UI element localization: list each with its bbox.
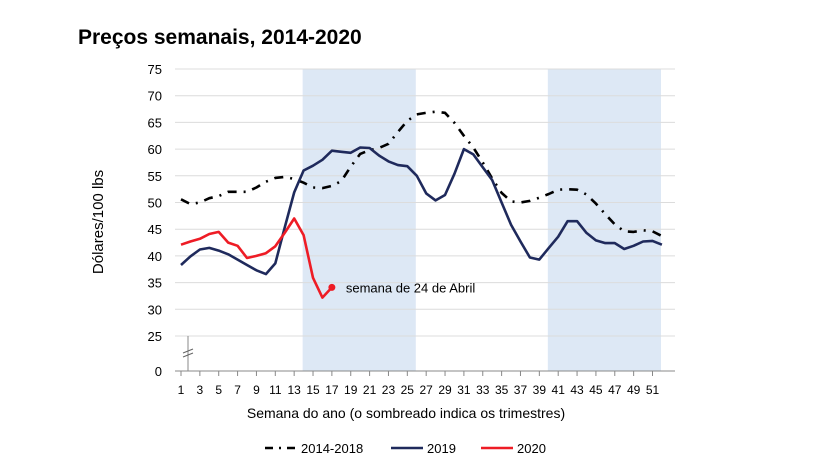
y-tick-label: 50	[148, 196, 162, 211]
y-axis-label: Dólares/100 lbs	[90, 170, 107, 274]
x-tick-label: 43	[570, 383, 584, 397]
legend-label: 2019	[427, 441, 456, 456]
x-tick-label: 29	[438, 383, 452, 397]
y-tick-label: 75	[148, 62, 162, 77]
x-tick-label: 39	[533, 383, 547, 397]
x-tick-label: 45	[589, 383, 603, 397]
y-tick-label: 40	[148, 249, 162, 264]
annotation-marker	[328, 283, 336, 291]
x-tick-label: 25	[401, 383, 415, 397]
series-line-2019	[180, 146, 663, 276]
x-tick-label: 5	[215, 383, 222, 397]
x-tick-label: 11	[269, 383, 282, 397]
gridlines	[175, 68, 675, 371]
y-tick-label: 30	[148, 302, 162, 317]
legend-label: 2020	[517, 441, 546, 456]
x-tick-label: 19	[344, 383, 358, 397]
quarter-shade	[547, 69, 661, 371]
x-tick-label: 9	[253, 383, 260, 397]
series-lines	[180, 110, 663, 299]
y-tick-label: 60	[148, 142, 162, 157]
x-tick-label: 21	[363, 383, 377, 397]
x-tick-label: 17	[325, 383, 339, 397]
x-tick-label: 13	[287, 383, 301, 397]
y-tick-label: 65	[148, 115, 162, 130]
x-axis-label: Semana do ano (o sombreado indica os tri…	[247, 405, 565, 421]
x-tick-label: 47	[608, 383, 622, 397]
axis-break-mark	[182, 352, 194, 358]
x-tick-label: 35	[495, 383, 509, 397]
legend: 2014-2018 2019 2020	[265, 441, 546, 456]
axis-break-mark	[182, 348, 194, 354]
x-tick-label: 37	[514, 383, 528, 397]
legend-label: 2014-2018	[301, 441, 363, 456]
y-tick-label: 70	[148, 89, 162, 104]
annotations: semana de 24 de Abril	[328, 280, 475, 295]
series-line-2014-2018	[180, 110, 663, 238]
x-tick-label: 15	[306, 383, 320, 397]
y-tick-label: 25	[148, 329, 162, 344]
x-tick-label: 51	[646, 383, 660, 397]
y-tick-label: 0	[155, 364, 162, 379]
x-axis: 1 3 5 7 9 11 13 15 17 19 21 23 25 27 29 31 33 35 37 39 41 43 4…	[175, 370, 675, 397]
x-tick-label: 31	[457, 383, 471, 397]
x-tick-label: 23	[382, 383, 396, 397]
quarter-shade	[302, 69, 416, 371]
x-tick-label: 7	[234, 383, 241, 397]
chart-title: Preços semanais, 2014-2020	[78, 26, 362, 49]
y-tick-label: 45	[148, 222, 162, 237]
x-tick-label: 33	[476, 383, 490, 397]
x-tick-label: 27	[420, 383, 434, 397]
y-tick-label: 55	[148, 169, 162, 184]
series-line-2020	[180, 217, 333, 299]
x-tick-label: 41	[552, 383, 566, 397]
x-tick-label: 49	[627, 383, 641, 397]
x-tick-label: 1	[178, 383, 185, 397]
x-tick-label: 3	[197, 383, 204, 397]
annotation-label: semana de 24 de Abril	[346, 280, 475, 295]
y-axis-ticks: 0 25 30 35 40 45 50 55 60 65 70 75	[148, 62, 162, 379]
quarter-shading	[302, 69, 661, 371]
y-tick-label: 35	[148, 276, 162, 291]
